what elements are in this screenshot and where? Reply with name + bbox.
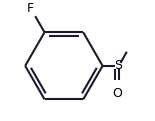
- Text: O: O: [112, 87, 122, 100]
- Text: F: F: [27, 2, 34, 15]
- Text: S: S: [114, 59, 122, 72]
